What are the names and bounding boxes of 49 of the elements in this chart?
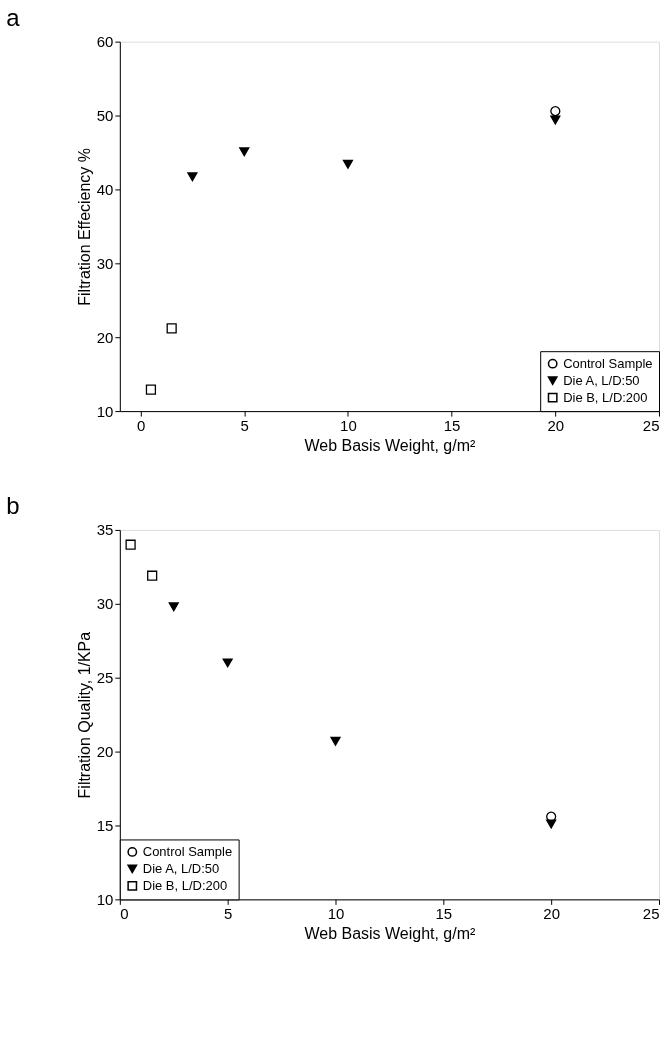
point <box>166 323 177 334</box>
x-tick-label: 20 <box>543 904 560 922</box>
point <box>342 159 354 169</box>
chart-title: b <box>6 491 20 519</box>
y-axis-title: Filtration Quality, 1/KPa <box>75 631 93 799</box>
y-tick-label: 10 <box>96 890 114 908</box>
point <box>168 602 179 612</box>
y-tick-label: 30 <box>96 595 114 613</box>
point <box>147 570 158 581</box>
legend-label: Control Sample <box>142 843 233 859</box>
y-tick-label: 25 <box>96 669 114 687</box>
x-tick-label: 15 <box>443 416 461 434</box>
x-tick-label: 25 <box>642 416 660 434</box>
point <box>546 819 557 829</box>
x-tick-label: 10 <box>340 416 357 434</box>
legend-label: Control Sample <box>563 355 653 371</box>
x-axis-title: Web Basis Weight, g/m² <box>304 436 476 454</box>
legend-label: Die A, L/D:50 <box>142 860 220 876</box>
legend-label: Die B, L/D:200 <box>142 877 228 893</box>
y-tick-label: 40 <box>96 180 114 198</box>
y-tick-label: 10 <box>96 402 114 420</box>
x-tick-label: 15 <box>435 904 453 922</box>
y-tick-label: 60 <box>96 33 114 51</box>
point <box>222 658 233 668</box>
y-tick-label: 35 <box>96 521 114 539</box>
point <box>550 106 561 117</box>
y-tick-label: 15 <box>96 816 114 834</box>
y-axis-title: Filtration Effeciency % <box>75 148 93 306</box>
point <box>145 384 157 395</box>
legend-label: Die A, L/D:50 <box>563 372 640 388</box>
x-tick-label: 0 <box>120 904 129 922</box>
x-tick-label: 10 <box>327 904 345 922</box>
point <box>330 736 341 746</box>
x-tick-label: 20 <box>547 416 565 434</box>
point <box>550 115 561 125</box>
point <box>125 539 136 550</box>
x-tick-label: 5 <box>223 904 233 922</box>
chart-title: a <box>6 3 21 31</box>
x-tick-label: 25 <box>642 904 660 922</box>
x-tick-label: 5 <box>240 416 249 434</box>
x-axis-title: Web Basis Weight, g/m² <box>304 924 476 942</box>
y-tick-label: 20 <box>96 328 114 346</box>
x-tick-label: 0 <box>136 416 146 434</box>
point <box>239 147 250 157</box>
y-tick-label: 20 <box>96 743 114 761</box>
point <box>187 172 198 182</box>
y-tick-label: 30 <box>96 254 114 272</box>
y-tick-label: 50 <box>96 107 114 125</box>
legend-label: Die B, L/D:200 <box>563 389 648 405</box>
